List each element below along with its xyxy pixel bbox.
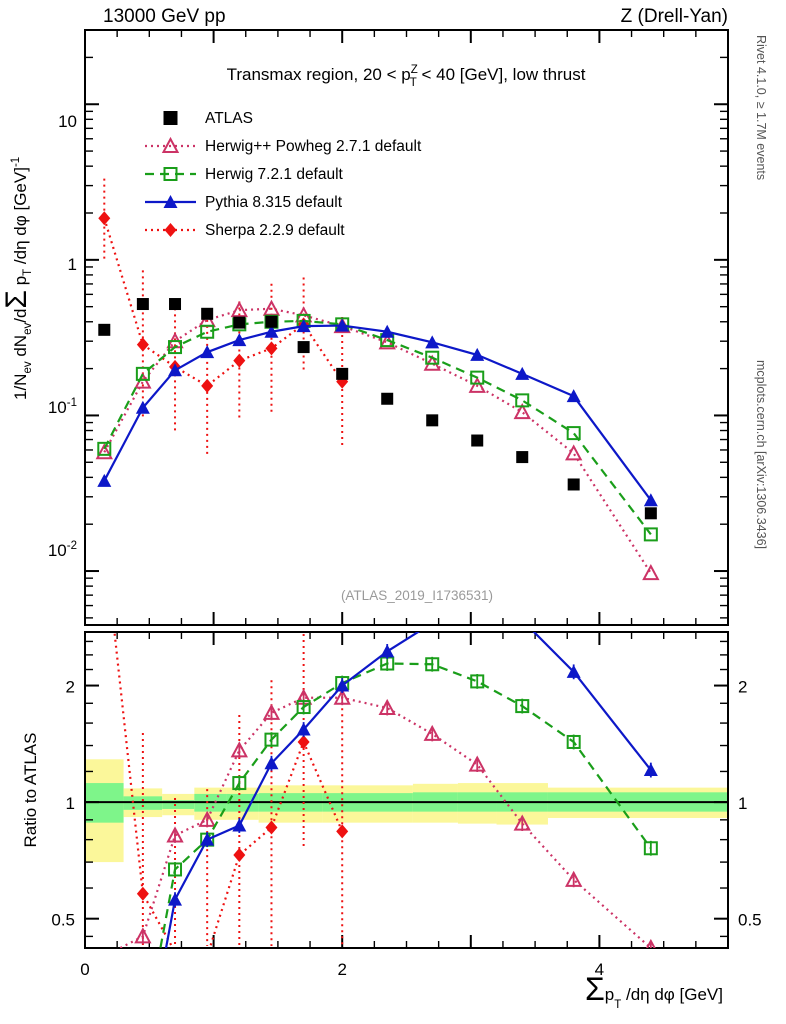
legend-item-herwig[interactable]: Herwig 7.2.1 default [145, 166, 344, 183]
legend-item-sherpa[interactable]: Sherpa 2.2.9 default [145, 222, 345, 239]
ratio-ytick-left-0.5: 0.5 [51, 911, 75, 930]
header-right: Z (Drell-Yan) [621, 6, 728, 27]
series-herwig-7-2-1-default [97, 313, 658, 542]
x-axis: 0 2 4 ΣpT /dη dφ [GeV] [80, 960, 723, 1011]
ratio-panel: Ratio to ATLAS 2 2 1 1 0.5 0.5 [21, 631, 762, 949]
ratio-ytick-right-2: 2 [738, 678, 747, 697]
x-axis-label: ΣpT /dη dφ [GeV] [585, 971, 723, 1011]
series-pythia-8-315-default [97, 318, 658, 507]
svg-text:10-1: 10-1 [48, 397, 77, 417]
sherpa-errorbars [103, 177, 344, 458]
main-panel: 1/Nev dNev/dΣ pT /dη dφ [GeV]-1 10 1 10-… [0, 29, 729, 626]
ratio-series-pythia-8-315-default [164, 632, 658, 948]
main-plot-title: Transmax region, 20 < pZ T < 40 [GeV], lo… [227, 64, 586, 89]
main-y-axis-label: 1/Nev dNev/dΣ pT /dη dφ [GeV]-1 [0, 157, 34, 400]
ratio-series-herwig-powheg-2-7-1-default [117, 688, 656, 948]
legend-label: Herwig 7.2.1 default [205, 166, 344, 183]
plot-legend: ATLAS Herwig++ Powheg 2.7.1 default Herwig… [145, 110, 422, 239]
legend-label: Herwig++ Powheg 2.7.1 default [205, 138, 422, 155]
svg-text:1/Nev dNev/dΣ pT /dη dφ [GeV]: 1/Nev dNev/dΣ pT /dη dφ [GeV]-1 [0, 157, 34, 400]
legend-item-atlas[interactable]: ATLAS [163, 110, 253, 127]
main-axis-ticks [84, 29, 729, 625]
legend-item-pythia[interactable]: Pythia 8.315 default [145, 194, 343, 211]
legend-item-herwig[interactable]: Herwig++ Powheg 2.7.1 default [145, 136, 422, 155]
legend-label: Sherpa 2.2.9 default [205, 222, 345, 239]
main-data-series [95, 177, 660, 581]
mcplots-label: mcplots.cern.ch [arXiv:1306.3436] [754, 360, 768, 549]
analysis-watermark: (ATLAS_2019_I1736531) [341, 588, 493, 603]
xtick-0: 0 [80, 960, 89, 979]
ratio-ytick-left-2: 2 [66, 678, 75, 697]
xtick-2: 2 [337, 960, 346, 979]
main-ytick-1e-2: 10-2 [48, 540, 77, 560]
main-ytick-10: 10 [58, 112, 77, 131]
svg-text:10-2: 10-2 [48, 540, 77, 560]
ratio-data-series [113, 632, 658, 948]
xtick-4: 4 [595, 960, 604, 979]
legend-label: ATLAS [205, 110, 253, 127]
rivet-version-label: Rivet 4.1.0, ≥ 1.7M events [754, 35, 768, 180]
legend-label: Pythia 8.315 default [205, 194, 343, 211]
ratio-uncertainty-bands [85, 759, 728, 863]
ratio-series-herwig-7-2-1-default [159, 656, 658, 948]
main-ytick-1e-1: 10-1 [48, 397, 77, 417]
ratio-ytick-right-1: 1 [738, 794, 747, 813]
header-left: 13000 GeV pp [103, 6, 226, 27]
ratio-y-axis-label: Ratio to ATLAS [21, 733, 40, 848]
series-atlas [98, 298, 657, 520]
ratio-ytick-right-0.5: 0.5 [738, 911, 762, 930]
ratio-series-sherpa-2-2-9-default [113, 632, 349, 948]
main-ytick-1: 1 [68, 255, 77, 274]
ratio-ytick-left-1: 1 [66, 794, 75, 813]
band-inner [162, 800, 195, 809]
